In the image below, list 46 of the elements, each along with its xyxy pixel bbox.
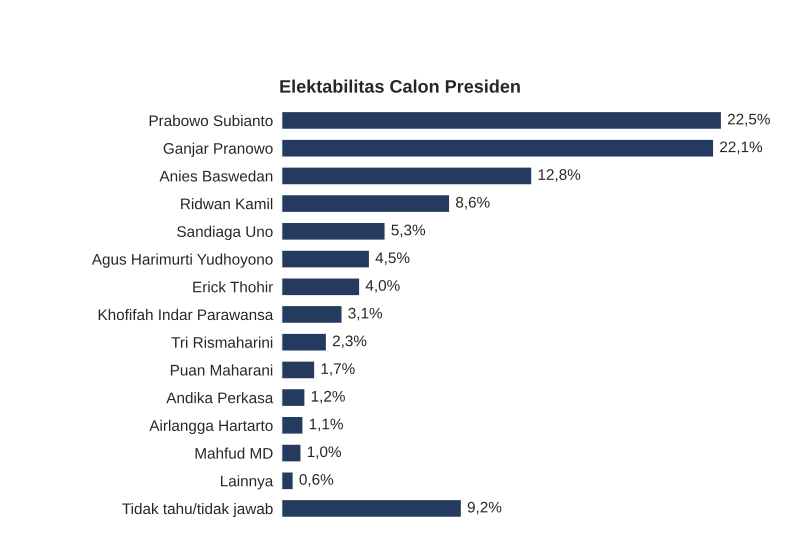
data-label: 1,2%	[312, 390, 345, 404]
bar	[282, 110, 722, 130]
data-label: 22,1%	[720, 141, 762, 154]
bar	[282, 304, 343, 324]
y-tick-label: Tri Rismaharini	[171, 336, 272, 348]
y-tick-label: Agus Harimurti Yudhoyono	[92, 254, 273, 268]
bar	[282, 194, 450, 214]
bar	[282, 360, 316, 380]
data-label: 5,3%	[391, 224, 426, 238]
y-tick-label: Lainnya	[221, 475, 274, 490]
y-tick-label: Sandiaga Uno	[177, 226, 273, 240]
y-tick-label: Andika Perkasa	[166, 392, 274, 404]
chart-title: Elektabilitas Calon Presiden	[280, 80, 520, 93]
y-tick-label: Tidak tahu/tidak jawab	[122, 502, 273, 518]
bar	[282, 416, 304, 436]
data-label: 12,8%	[538, 169, 580, 182]
data-label: 4,5%	[376, 252, 410, 265]
data-label: 1,1%	[310, 418, 343, 432]
bar	[282, 277, 361, 296]
data-label: 4,0%	[366, 280, 400, 293]
y-tick-label: Erick Thohir	[193, 281, 274, 292]
bar	[282, 138, 714, 158]
y-tick-label: Airlangga Hartarto	[149, 420, 273, 434]
bar	[282, 388, 306, 408]
bar	[282, 471, 294, 490]
data-label: 1,7%	[322, 363, 355, 376]
y-tick-label: Ganjar Pranowo	[164, 142, 273, 157]
y-tick-label: Khofifah Indar Parawansa	[98, 308, 274, 320]
bar	[282, 222, 386, 242]
y-tick-label: Ridwan Kamil	[181, 198, 272, 210]
data-label: 22,5%	[728, 114, 770, 126]
y-tick-label: Mahfud MD	[196, 448, 273, 459]
bar	[282, 166, 533, 186]
y-tick-label: Anies Baswedan	[159, 170, 272, 182]
data-label: 8,6%	[456, 196, 490, 210]
bar	[282, 443, 302, 463]
data-label: 0,6%	[299, 474, 334, 487]
bar	[282, 249, 370, 269]
bar	[282, 332, 328, 352]
data-label: 9,2%	[468, 502, 502, 514]
y-tick-label: Prabowo Subianto	[150, 114, 273, 126]
y-tick-label: Puan Maharani	[170, 364, 272, 376]
data-label: 3,1%	[348, 308, 382, 320]
bar	[282, 498, 462, 518]
data-label: 2,3%	[332, 335, 366, 348]
data-label: 1,0%	[308, 446, 341, 459]
